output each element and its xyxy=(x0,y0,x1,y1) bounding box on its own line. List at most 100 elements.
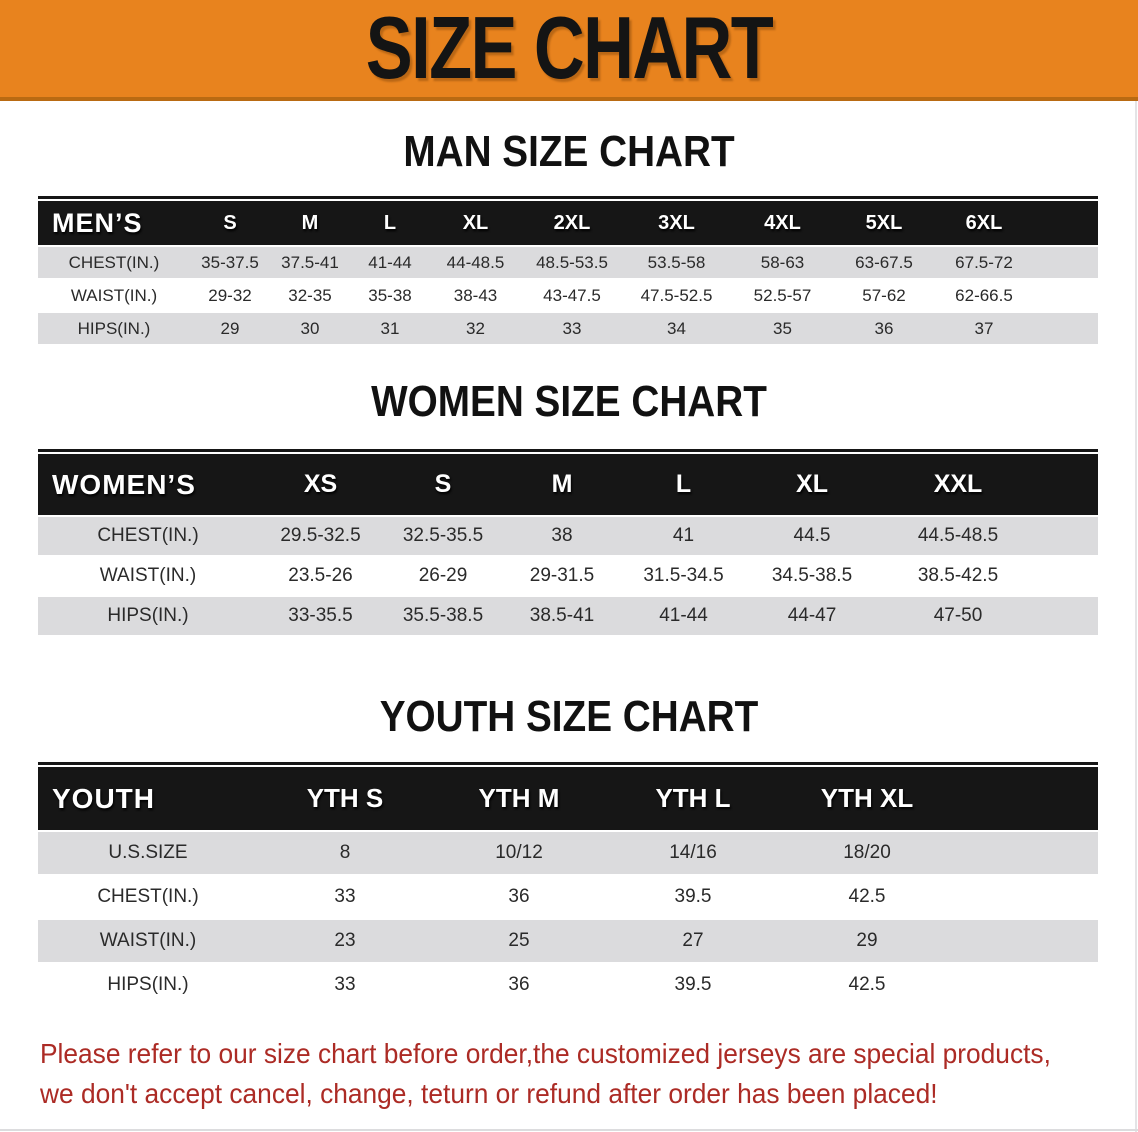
size-value-cell: 58-63 xyxy=(760,252,805,272)
size-value-cell: 35-37.5 xyxy=(201,252,259,272)
size-value-cell: 8 xyxy=(339,842,351,863)
size-value-cell: 30 xyxy=(300,318,320,338)
order-policy-line-1: Please refer to our size chart before or… xyxy=(40,1038,1051,1069)
size-header-cell: L xyxy=(675,470,692,498)
table-header-row: MEN’S S M L XL 2XL 3XL 4XL 5XL 6XL xyxy=(38,201,1098,245)
table-top-border xyxy=(38,762,1098,765)
size-value-cell: 63-67.5 xyxy=(855,252,913,272)
size-value-cell: 29 xyxy=(856,930,878,951)
table-row: WAIST(IN.) 23 25 27 29 xyxy=(38,918,1098,962)
row-label-cell: WAIST(IN.) xyxy=(99,930,197,951)
size-value-cell: 67.5-72 xyxy=(955,252,1013,272)
size-value-cell: 35 xyxy=(773,318,792,338)
size-header-cell: XL xyxy=(462,211,489,234)
bottom-edge-line xyxy=(0,1129,1138,1131)
size-header-cell: YTH M xyxy=(478,783,560,813)
women-size-table-wrap: WOMEN’S XS S M L XL XXL CHEST(IN.) 29.5-32.5 32.5… xyxy=(38,449,1098,635)
size-value-cell: 31 xyxy=(380,318,400,338)
size-value-cell: 32.5-35.5 xyxy=(402,525,484,546)
size-header-cell: XL xyxy=(796,470,828,498)
table-row: HIPS(IN.) 33 36 39.5 42.5 xyxy=(38,962,1098,1006)
size-value-cell: 29-31.5 xyxy=(529,565,595,586)
size-value-cell: 31.5-34.5 xyxy=(643,565,724,586)
size-header-cell: 3XL xyxy=(658,211,695,234)
order-policy-note: Please refer to our size chart before or… xyxy=(40,1034,1072,1114)
size-value-cell: 62-66.5 xyxy=(955,285,1013,305)
table-row: CHEST(IN.) 29.5-32.5 32.5-35.5 38 41 44.5 44.5… xyxy=(38,515,1098,555)
size-header-cell: M xyxy=(551,470,573,498)
size-value-cell: 33 xyxy=(334,974,356,995)
size-header-cell: S xyxy=(434,470,452,498)
table-row: WAIST(IN.) 29-32 32-35 35-38 38-43 43-47.5 47.… xyxy=(38,278,1098,311)
size-value-cell: 33 xyxy=(334,886,356,907)
size-value-cell: 41-44 xyxy=(368,252,412,272)
row-label-cell: U.S.SIZE xyxy=(108,842,188,863)
size-header-cell: XS xyxy=(303,470,338,498)
size-value-cell: 36 xyxy=(508,886,530,907)
man-size-table-wrap: MEN’S S M L XL 2XL 3XL 4XL 5XL 6XL CHEST(IN.) 35-37… xyxy=(38,196,1098,344)
size-value-cell: 18/20 xyxy=(843,842,891,863)
size-value-cell: 36 xyxy=(874,318,894,338)
table-row: CHEST(IN.) 35-37.5 37.5-41 41-44 44-48.5 48.5… xyxy=(38,245,1098,278)
size-header-cell: 6XL xyxy=(965,211,1003,234)
size-header-cell: YTH L xyxy=(655,783,731,813)
size-value-cell: 39.5 xyxy=(674,886,712,907)
size-value-cell: 44.5-48.5 xyxy=(917,525,999,546)
size-header-cell: YTH S xyxy=(306,783,384,813)
size-value-cell: 33-35.5 xyxy=(288,605,353,626)
size-value-cell: 32 xyxy=(466,318,485,338)
size-value-cell: 34 xyxy=(667,318,686,338)
size-value-cell: 44-47 xyxy=(787,605,837,626)
row-label-cell: CHEST(IN.) xyxy=(97,886,199,907)
table-row: HIPS(IN.) 33-35.5 35.5-38.5 38.5-41 41-44 44-… xyxy=(38,595,1098,635)
size-header-cell: YTH XL xyxy=(820,783,914,813)
size-value-cell: 23 xyxy=(334,930,356,951)
size-value-cell: 29.5-32.5 xyxy=(280,525,361,546)
table-corner-label: YOUTH xyxy=(52,782,155,814)
banner: SIZE CHART xyxy=(0,0,1138,101)
right-edge-line xyxy=(1135,101,1137,1132)
size-value-cell: 29 xyxy=(220,318,240,338)
size-value-cell: 48.5-53.5 xyxy=(536,252,608,272)
row-label-cell: CHEST(IN.) xyxy=(68,252,160,272)
size-value-cell: 47-50 xyxy=(933,605,983,626)
size-value-cell: 26-29 xyxy=(418,565,468,586)
table-header-row: YOUTH YTH S YTH M YTH L YTH XL xyxy=(38,767,1098,830)
row-label-cell: HIPS(IN.) xyxy=(77,318,151,338)
order-policy-line-2: we don't accept cancel, change, teturn o… xyxy=(40,1078,938,1109)
size-value-cell: 41-44 xyxy=(659,605,708,626)
table-corner-label: MEN’S xyxy=(52,207,143,238)
size-value-cell: 41 xyxy=(672,525,695,546)
size-value-cell: 14/16 xyxy=(669,842,717,863)
row-label-cell: HIPS(IN.) xyxy=(107,974,189,995)
youth-size-table-wrap: YOUTH YTH S YTH M YTH L YTH XL U.S.SIZE 8 10/12… xyxy=(38,762,1098,1006)
size-value-cell: 34.5-38.5 xyxy=(771,565,853,586)
size-value-cell: 39.5 xyxy=(674,974,712,995)
youth-size-table: YOUTH YTH S YTH M YTH L YTH XL U.S.SIZE 8 10/12… xyxy=(38,767,1098,1006)
size-header-cell: S xyxy=(223,211,237,234)
size-value-cell: 35-38 xyxy=(368,285,412,305)
size-value-cell: 43-47.5 xyxy=(543,285,601,305)
size-value-cell: 38 xyxy=(551,525,573,546)
table-top-border xyxy=(38,449,1098,452)
size-value-cell: 57-62 xyxy=(862,285,906,305)
size-value-cell: 37 xyxy=(974,318,994,338)
size-header-cell: 2XL xyxy=(553,211,591,234)
size-header-cell: 4XL xyxy=(764,211,801,234)
size-value-cell: 10/12 xyxy=(495,842,543,863)
women-size-heading: WOMEN SIZE CHART xyxy=(371,377,767,426)
table-row: U.S.SIZE 8 10/12 14/16 18/20 xyxy=(38,830,1098,874)
size-value-cell: 42.5 xyxy=(848,886,886,907)
size-value-cell: 52.5-57 xyxy=(753,285,812,305)
youth-size-heading: YOUTH SIZE CHART xyxy=(379,692,759,741)
size-value-cell: 29-32 xyxy=(208,285,252,305)
man-size-table: MEN’S S M L XL 2XL 3XL 4XL 5XL 6XL CHEST(IN.) 35-37… xyxy=(38,201,1098,344)
size-value-cell: 44-48.5 xyxy=(446,252,505,272)
table-row: HIPS(IN.) 29 30 31 32 33 34 35 36 37 xyxy=(38,311,1098,344)
size-value-cell: 38-43 xyxy=(453,285,498,305)
row-label-cell: CHEST(IN.) xyxy=(97,525,199,546)
size-value-cell: 35.5-38.5 xyxy=(402,605,484,626)
table-row: WAIST(IN.) 23.5-26 26-29 29-31.5 31.5-34.5 34… xyxy=(38,555,1098,595)
banner-title: SIZE CHART xyxy=(365,0,774,97)
